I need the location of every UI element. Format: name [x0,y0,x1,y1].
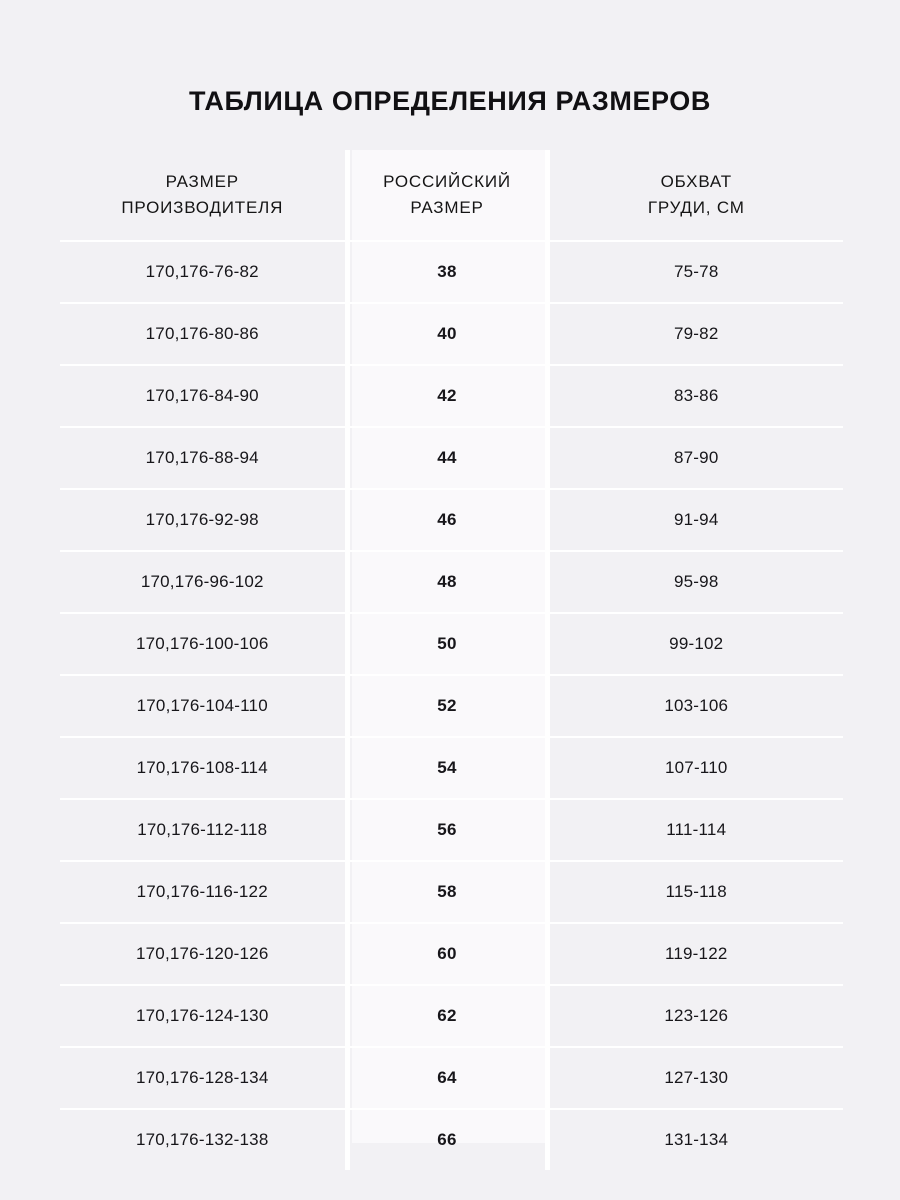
size-table-container: РАЗМЕР ПРОИЗВОДИТЕЛЯ РОССИЙСКИЙ РАЗМЕР О… [60,150,843,1170]
cell-russian-size: 64 [347,1046,550,1109]
header-line-1: РОССИЙСКИЙ [383,172,511,191]
cell-manufacturer-size: 170,176-112-118 [60,798,350,861]
header-line-2: ГРУДИ, СМ [647,198,745,217]
table-row: 170,176-100-106 50 99-102 [60,612,843,675]
table-body: 170,176-76-82 38 75-78 170,176-80-86 40 79-82… [60,240,843,1170]
table-row: 170,176-76-82 38 75-78 [60,240,843,303]
cell-chest-girth: 107-110 [547,736,843,799]
cell-russian-size: 40 [347,302,550,365]
cell-chest-girth: 83-86 [547,364,843,427]
cell-russian-size: 50 [347,612,550,675]
table-row: 170,176-96-102 48 95-98 [60,550,843,613]
cell-manufacturer-size: 170,176-88-94 [60,426,350,489]
table-row: 170,176-112-118 56 111-114 [60,798,843,861]
cell-manufacturer-size: 170,176-128-134 [60,1046,350,1109]
cell-chest-girth: 99-102 [547,612,843,675]
column-header-russian-size: РОССИЙСКИЙ РАЗМЕР [347,150,550,241]
table-row: 170,176-88-94 44 87-90 [60,426,843,489]
header-line-1: РАЗМЕР [165,172,239,191]
column-header-chest-girth: ОБХВАТ ГРУДИ, СМ [547,150,843,241]
header-line-2: РАЗМЕР [410,198,484,217]
cell-chest-girth: 115-118 [547,860,843,923]
cell-chest-girth: 75-78 [547,240,843,303]
cell-manufacturer-size: 170,176-96-102 [60,550,350,613]
table-row: 170,176-116-122 58 115-118 [60,860,843,923]
page-title: ТАБЛИЦА ОПРЕДЕЛЕНИЯ РАЗМЕРОВ [188,86,712,116]
cell-russian-size: 52 [347,674,550,737]
cell-chest-girth: 127-130 [547,1046,843,1109]
cell-russian-size: 54 [347,736,550,799]
cell-russian-size: 60 [347,922,550,985]
cell-manufacturer-size: 170,176-108-114 [60,736,350,799]
cell-manufacturer-size: 170,176-120-126 [60,922,350,985]
cell-manufacturer-size: 170,176-116-122 [60,860,350,923]
table-row: 170,176-124-130 62 123-126 [60,984,843,1047]
cell-russian-size: 46 [347,488,550,551]
cell-manufacturer-size: 170,176-100-106 [60,612,350,675]
table-row: 170,176-128-134 64 127-130 [60,1046,843,1109]
header-line-1: ОБХВАТ [660,172,732,191]
cell-chest-girth: 119-122 [547,922,843,985]
table-row: 170,176-104-110 52 103-106 [60,674,843,737]
cell-chest-girth: 111-114 [547,798,843,861]
cell-manufacturer-size: 170,176-84-90 [60,364,350,427]
cell-manufacturer-size: 170,176-76-82 [60,240,350,303]
cell-manufacturer-size: 170,176-124-130 [60,984,350,1047]
table-header: РАЗМЕР ПРОИЗВОДИТЕЛЯ РОССИЙСКИЙ РАЗМЕР О… [60,150,843,241]
cell-chest-girth: 87-90 [547,426,843,489]
cell-manufacturer-size: 170,176-104-110 [60,674,350,737]
cell-manufacturer-size: 170,176-80-86 [60,302,350,365]
table-row: 170,176-84-90 42 83-86 [60,364,843,427]
cell-russian-size: 58 [347,860,550,923]
table-row: 170,176-108-114 54 107-110 [60,736,843,799]
table-row: 170,176-92-98 46 91-94 [60,488,843,551]
cell-russian-size: 38 [347,240,550,303]
column-header-manufacturer-size: РАЗМЕР ПРОИЗВОДИТЕЛЯ [60,150,350,241]
cell-russian-size: 56 [347,798,550,861]
header-row: РАЗМЕР ПРОИЗВОДИТЕЛЯ РОССИЙСКИЙ РАЗМЕР О… [60,150,843,241]
table-row: 170,176-120-126 60 119-122 [60,922,843,985]
cell-chest-girth: 95-98 [547,550,843,613]
cell-chest-girth: 123-126 [547,984,843,1047]
table-row: 170,176-80-86 40 79-82 [60,302,843,365]
size-table: РАЗМЕР ПРОИЗВОДИТЕЛЯ РОССИЙСКИЙ РАЗМЕР О… [60,150,843,1170]
cell-chest-girth: 91-94 [547,488,843,551]
cell-manufacturer-size: 170,176-132-138 [60,1108,350,1170]
cell-russian-size: 62 [347,984,550,1047]
cell-chest-girth: 103-106 [547,674,843,737]
cell-russian-size: 48 [347,550,550,613]
cell-russian-size: 42 [347,364,550,427]
cell-russian-size: 66 [347,1108,550,1170]
cell-chest-girth: 131-134 [547,1108,843,1170]
header-line-2: ПРОИЗВОДИТЕЛЯ [121,198,284,217]
cell-manufacturer-size: 170,176-92-98 [60,488,350,551]
table-row: 170,176-132-138 66 131-134 [60,1108,843,1170]
cell-russian-size: 44 [347,426,550,489]
cell-chest-girth: 79-82 [547,302,843,365]
